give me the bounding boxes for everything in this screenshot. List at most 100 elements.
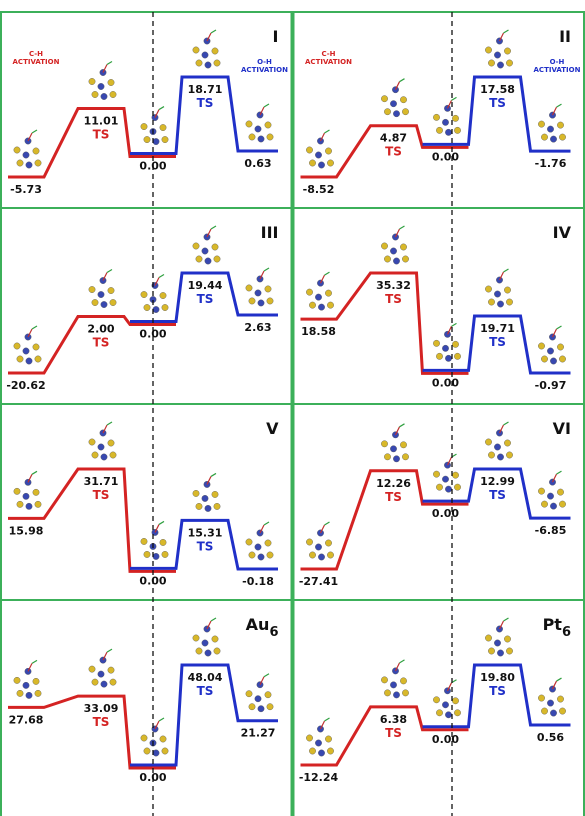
cluster-atom [504, 287, 510, 293]
cluster-atom [101, 93, 107, 99]
cluster-atom [488, 299, 494, 305]
energy-value: 11.01 [84, 115, 119, 128]
ts-label: TS [93, 488, 110, 502]
cluster-atom [212, 48, 218, 54]
activation-label: O-H [257, 58, 272, 66]
cluster-atom [309, 302, 315, 308]
cluster-atom [506, 452, 512, 458]
cluster-atom [452, 341, 458, 347]
cluster-atom [506, 299, 512, 305]
cluster-atom [488, 452, 494, 458]
cluster-atom [454, 484, 460, 490]
cluster-atom [315, 152, 321, 158]
cluster-atom [214, 256, 220, 262]
cluster-atom [89, 439, 95, 445]
ts-label: TS [197, 96, 214, 110]
cluster-atom [162, 136, 168, 142]
cluster-atom [202, 640, 208, 646]
cluster-atom [442, 702, 448, 708]
energy-value: 12.99 [480, 475, 515, 488]
cluster-atom [258, 554, 264, 560]
cluster-atom [559, 708, 565, 714]
cluster-atom [101, 301, 107, 307]
cluster-atom [196, 503, 202, 509]
cluster-atom [400, 244, 406, 250]
cluster-atom [35, 160, 41, 166]
cluster-atom [92, 679, 98, 685]
cluster-atom [33, 344, 39, 350]
cluster-atom [402, 454, 408, 460]
cluster-atom [445, 355, 451, 361]
cluster-atom [89, 286, 95, 292]
cluster-atom [550, 503, 556, 509]
cluster-atom [550, 358, 556, 364]
cluster-atom [205, 650, 211, 656]
panel-label: IV [553, 223, 572, 242]
cluster-atom [265, 540, 271, 546]
cluster-atom [504, 440, 510, 446]
cluster-atom [212, 244, 218, 250]
cluster-atom [35, 690, 41, 696]
cluster-atom [384, 256, 390, 262]
cluster-atom [108, 79, 114, 85]
cluster-atom [325, 736, 331, 742]
ts-label: TS [385, 292, 402, 306]
cluster-atom [452, 115, 458, 121]
activation-label: O-H [550, 58, 565, 66]
cluster-atom [390, 100, 396, 106]
cluster-atom [108, 440, 114, 446]
energy-value: -20.62 [6, 379, 45, 392]
cluster-atom [265, 122, 271, 128]
energy-value: 19.71 [480, 322, 515, 335]
cluster-atom [549, 112, 555, 118]
cluster-atom [541, 708, 547, 714]
cluster-atom [488, 648, 494, 654]
energy-value: -5.73 [10, 183, 42, 196]
ts-label: TS [489, 684, 506, 698]
cluster-atom [381, 243, 387, 249]
cluster-atom [17, 356, 23, 362]
cluster-atom [318, 750, 324, 756]
cluster-atom [547, 126, 553, 132]
cluster-atom [393, 456, 399, 462]
cluster-atom [17, 690, 23, 696]
cluster-atom [306, 289, 312, 295]
cluster-atom [153, 553, 159, 559]
cluster-atom [110, 679, 116, 685]
cluster-atom [485, 47, 491, 53]
cluster-atom [402, 108, 408, 114]
cluster-atom [547, 493, 553, 499]
cluster-atom [538, 488, 544, 494]
cluster-atom [14, 677, 20, 683]
energy-value: -0.18 [242, 575, 274, 588]
panel-label: V [266, 419, 279, 438]
cluster-atom [265, 286, 271, 292]
cluster-atom [436, 710, 442, 716]
energy-value: 48.04 [188, 671, 223, 684]
cluster-atom [557, 344, 563, 350]
cluster-atom [541, 356, 547, 362]
cluster-atom [92, 452, 98, 458]
cluster-atom [141, 291, 147, 297]
cluster-atom [193, 635, 199, 641]
energy-value: -0.97 [535, 379, 567, 392]
cluster-atom [33, 148, 39, 154]
cluster-atom [538, 121, 544, 127]
cluster-atom [433, 471, 439, 477]
cluster-atom [381, 677, 387, 683]
cluster-atom [246, 691, 252, 697]
cluster-atom [445, 712, 451, 718]
cluster-atom [255, 290, 261, 296]
panel-label-sub: 6 [562, 625, 571, 640]
ts-label: TS [385, 490, 402, 504]
cluster-atom [258, 300, 264, 306]
ts-label: TS [489, 488, 506, 502]
cluster-atom [141, 538, 147, 544]
cluster-atom [202, 52, 208, 58]
cluster-atom [258, 706, 264, 712]
cluster-atom [485, 439, 491, 445]
panel-label-main: Pt [543, 615, 563, 634]
cluster-atom [400, 442, 406, 448]
cluster-atom [144, 551, 150, 557]
activation-label: ACTIVATION [241, 66, 288, 74]
